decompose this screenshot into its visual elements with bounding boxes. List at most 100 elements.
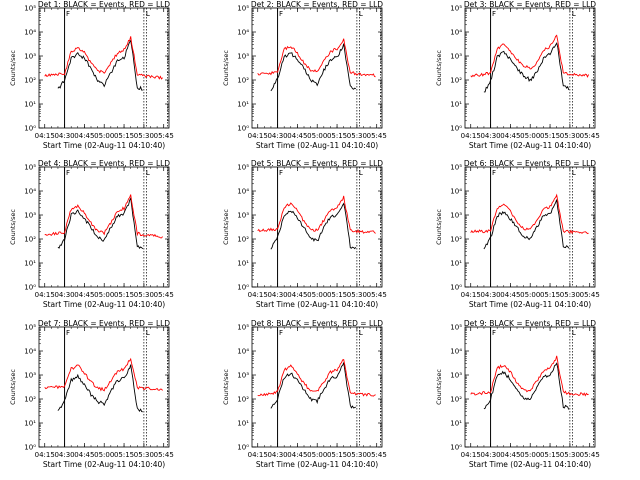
y-tick-label: 10⁵ (237, 164, 249, 172)
flare-end-marker: L (146, 329, 150, 337)
flare-start-marker: F (66, 329, 70, 337)
x-tick-label: 04:15 (461, 451, 481, 459)
y-tick-label: 10¹ (24, 420, 36, 428)
y-axis-label: Counts/sec (435, 369, 443, 405)
x-tick-label: 05:30 (347, 132, 367, 140)
x-axis-label: Start Time (02-Aug-11 04:10:40) (469, 460, 591, 469)
y-tick-label: 10⁵ (237, 324, 249, 332)
x-tick-label: 04:15 (35, 132, 55, 140)
detector-panel-2: Det 2: BLACK = Events, RED = LLD Counts/s… (222, 0, 387, 150)
x-tick-label: 04:30 (267, 291, 287, 299)
x-tick-label: 05:45 (367, 451, 387, 459)
y-tick-label: 10⁴ (24, 348, 36, 356)
detector-panel-5: Det 5: BLACK = Events, RED = LLD Counts/s… (222, 159, 387, 309)
x-tick-label: 04:45 (287, 132, 307, 140)
y-tick-label: 10¹ (237, 420, 249, 428)
x-tick-label: 05:15 (114, 132, 134, 140)
y-axis-label: Counts/sec (222, 209, 230, 245)
y-tick-label: 10² (450, 77, 462, 85)
y-tick-label: 10¹ (450, 260, 462, 268)
y-tick-label: 10⁵ (24, 324, 36, 332)
plot-frame (38, 7, 170, 129)
plot-frame (464, 166, 596, 288)
y-tick-label: 10³ (237, 53, 249, 61)
y-tick-label: 10¹ (450, 101, 462, 109)
x-tick-label: 05:15 (114, 451, 134, 459)
x-tick-label: 05:45 (154, 451, 174, 459)
x-tick-label: 04:30 (54, 451, 74, 459)
x-tick-label: 05:30 (560, 451, 580, 459)
flare-end-marker: L (572, 169, 576, 177)
y-tick-label: 10⁵ (24, 5, 36, 13)
flare-start-marker: F (492, 10, 496, 18)
plot-frame (38, 166, 170, 288)
plot-frame (251, 7, 383, 129)
y-tick-label: 10² (237, 396, 249, 404)
x-tick-label: 05:15 (327, 132, 347, 140)
panel-grid: Det 1: BLACK = Events, RED = LLD Counts/s… (9, 0, 600, 469)
x-tick-label: 04:45 (500, 132, 520, 140)
x-tick-label: 05:00 (94, 291, 114, 299)
x-tick-label: 05:00 (94, 132, 114, 140)
x-tick-label: 05:30 (134, 132, 154, 140)
lld-series-line (257, 359, 376, 397)
y-tick-label: 10⁴ (450, 29, 462, 37)
detector-panel-6: Det 6: BLACK = Events, RED = LLD Counts/s… (435, 159, 600, 309)
events-series-line (483, 42, 570, 93)
x-tick-label: 04:45 (74, 132, 94, 140)
x-tick-label: 05:00 (520, 451, 540, 459)
y-axis-label: Counts/sec (9, 209, 17, 245)
detector-panel-7: Det 7: BLACK = Events, RED = LLD Counts/s… (9, 319, 174, 469)
y-tick-label: 10⁰ (24, 284, 36, 292)
x-tick-label: 04:45 (74, 291, 94, 299)
y-tick-label: 10³ (450, 212, 462, 220)
events-series-line (57, 196, 144, 250)
y-tick-label: 10⁰ (237, 444, 249, 452)
x-axis-label: Start Time (02-Aug-11 04:10:40) (43, 460, 165, 469)
y-tick-label: 10⁰ (450, 125, 462, 133)
flare-start-marker: F (492, 169, 496, 177)
panel-title: Det 8: BLACK = Events, RED = LLD (251, 319, 383, 328)
events-series-line (483, 199, 570, 250)
y-tick-label: 10⁰ (450, 444, 462, 452)
lld-series-line (470, 193, 589, 235)
flare-start-marker: F (492, 329, 496, 337)
flare-end-marker: L (572, 10, 576, 18)
panel-title: Det 1: BLACK = Events, RED = LLD (38, 0, 170, 9)
x-axis-label: Start Time (02-Aug-11 04:10:40) (469, 300, 591, 309)
x-tick-label: 05:00 (520, 291, 540, 299)
x-tick-label: 05:30 (347, 451, 367, 459)
y-tick-label: 10³ (450, 372, 462, 380)
flare-end-marker: L (359, 10, 363, 18)
x-tick-label: 05:45 (154, 291, 174, 299)
x-tick-label: 05:15 (540, 132, 560, 140)
x-tick-label: 05:15 (327, 451, 347, 459)
y-tick-label: 10⁵ (450, 324, 462, 332)
y-tick-label: 10⁰ (450, 284, 462, 292)
panel-title: Det 2: BLACK = Events, RED = LLD (251, 0, 383, 9)
y-tick-label: 10⁴ (24, 29, 36, 37)
x-tick-label: 05:15 (114, 291, 134, 299)
x-tick-label: 05:30 (134, 291, 154, 299)
x-tick-label: 05:45 (580, 291, 600, 299)
lld-series-line (257, 38, 376, 78)
y-tick-label: 10⁴ (237, 29, 249, 37)
y-tick-label: 10³ (24, 53, 36, 61)
y-tick-label: 10⁰ (24, 125, 36, 133)
flare-end-marker: L (572, 329, 576, 337)
y-tick-label: 10⁵ (237, 5, 249, 13)
x-axis-label: Start Time (02-Aug-11 04:10:40) (256, 141, 378, 150)
flare-end-marker: L (146, 10, 150, 18)
flare-end-marker: L (146, 169, 150, 177)
y-tick-label: 10⁰ (237, 284, 249, 292)
lld-series-line (44, 194, 163, 239)
flare-end-marker: L (359, 329, 363, 337)
panel-title: Det 4: BLACK = Events, RED = LLD (38, 159, 170, 168)
x-tick-label: 04:15 (461, 132, 481, 140)
flare-start-marker: F (66, 10, 70, 18)
x-tick-label: 05:00 (307, 291, 327, 299)
y-axis-label: Counts/sec (435, 209, 443, 245)
y-tick-label: 10² (237, 77, 249, 85)
